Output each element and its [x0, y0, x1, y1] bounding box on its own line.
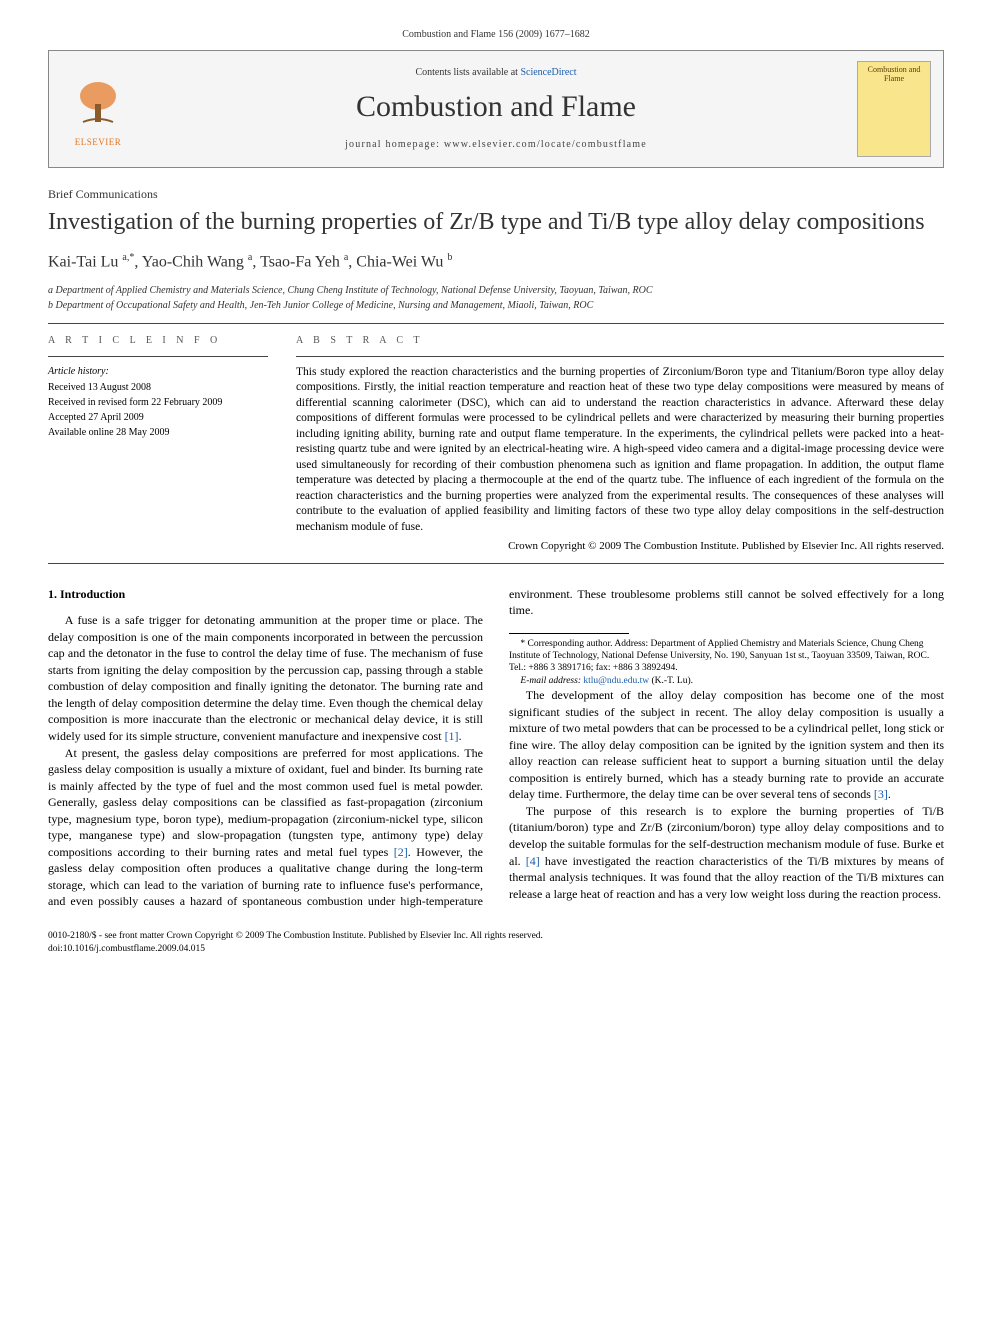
- divider-top: [48, 323, 944, 324]
- affiliation-a: a Department of Applied Chemistry and Ma…: [48, 284, 944, 298]
- journal-cover-thumbnail: Combustion and Flame: [857, 61, 931, 157]
- abstract-column: A B S T R A C T This study explored the …: [296, 334, 944, 555]
- affiliations: a Department of Applied Chemistry and Ma…: [48, 284, 944, 313]
- citation-link[interactable]: [3]: [874, 787, 888, 801]
- abstract-heading: A B S T R A C T: [296, 334, 944, 348]
- article-title: Investigation of the burning properties …: [48, 207, 944, 237]
- journal-name: Combustion and Flame: [149, 86, 843, 128]
- history-accepted: Accepted 27 April 2009: [48, 411, 268, 425]
- cover-text: Combustion and Flame: [868, 65, 921, 83]
- affiliation-b: b Department of Occupational Safety and …: [48, 299, 944, 313]
- divider-bottom: [48, 563, 944, 564]
- abstract-copyright: Crown Copyright © 2009 The Combustion In…: [296, 539, 944, 554]
- footnotes: * Corresponding author. Address: Departm…: [509, 638, 944, 687]
- history-revised: Received in revised form 22 February 200…: [48, 396, 268, 410]
- info-divider: [48, 356, 268, 357]
- footnote-separator: [509, 633, 629, 634]
- citation-link[interactable]: [2]: [394, 845, 408, 859]
- elsevier-logo: ELSEVIER: [61, 69, 135, 149]
- intro-heading: 1. Introduction: [48, 586, 483, 603]
- article-info-column: A R T I C L E I N F O Article history: R…: [48, 334, 268, 555]
- homepage-url[interactable]: www.elsevier.com/locate/combustflame: [444, 139, 647, 150]
- footer-doi: doi:10.1016/j.combustflame.2009.04.015: [48, 943, 944, 956]
- citation-link[interactable]: [1]: [445, 729, 459, 743]
- sciencedirect-link[interactable]: ScienceDirect: [520, 67, 576, 78]
- article-type: Brief Communications: [48, 186, 944, 203]
- article-info-heading: A R T I C L E I N F O: [48, 334, 268, 348]
- elsevier-tree-icon: [71, 80, 125, 136]
- contents-line: Contents lists available at ScienceDirec…: [149, 66, 843, 80]
- running-head: Combustion and Flame 156 (2009) 1677–168…: [48, 28, 944, 42]
- abstract-text: This study explored the reaction charact…: [296, 365, 944, 536]
- email-link[interactable]: ktlu@ndu.edu.tw: [583, 676, 649, 686]
- history-received: Received 13 August 2008: [48, 381, 268, 395]
- history-online: Available online 28 May 2009: [48, 426, 268, 440]
- homepage-line: journal homepage: www.elsevier.com/locat…: [149, 138, 843, 152]
- citation-link[interactable]: [4]: [526, 854, 540, 868]
- history-label: Article history:: [48, 365, 268, 379]
- body-paragraph: The purpose of this research is to explo…: [509, 803, 944, 902]
- page-footer: 0010-2180/$ - see front matter Crown Cop…: [48, 930, 944, 956]
- body-columns: 1. Introduction A fuse is a safe trigger…: [48, 586, 944, 910]
- abstract-divider: [296, 356, 944, 357]
- elsevier-label: ELSEVIER: [75, 136, 122, 149]
- journal-header: ELSEVIER Contents lists available at Sci…: [48, 50, 944, 168]
- footnote-corresponding: * Corresponding author. Address: Departm…: [509, 638, 944, 675]
- footnote-email: E-mail address: ktlu@ndu.edu.tw (K.-T. L…: [509, 675, 944, 687]
- footer-line1: 0010-2180/$ - see front matter Crown Cop…: [48, 930, 944, 943]
- homepage-pre: journal homepage:: [345, 139, 444, 150]
- body-paragraph: The development of the alloy delay compo…: [509, 687, 944, 803]
- author-list: Kai-Tai Lu a,*, Yao-Chih Wang a, Tsao-Fa…: [48, 251, 944, 274]
- body-paragraph: A fuse is a safe trigger for detonating …: [48, 612, 483, 744]
- contents-pre: Contents lists available at: [415, 67, 520, 78]
